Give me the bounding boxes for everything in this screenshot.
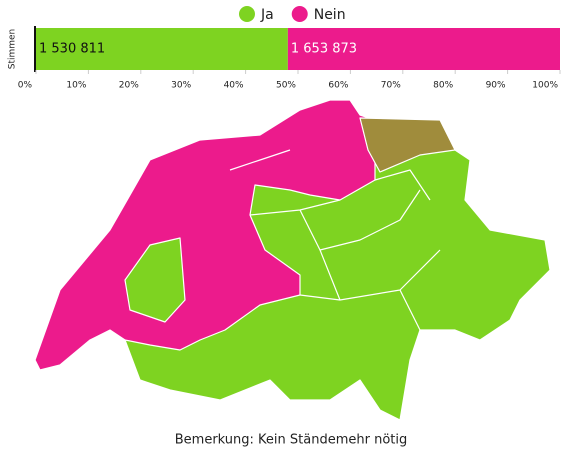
legend-marker	[291, 6, 308, 22]
legend-label: Nein	[314, 7, 346, 23]
bar-segment	[36, 28, 288, 70]
legend-marker	[239, 6, 255, 22]
map-region-ja	[124, 237, 186, 323]
x-tick-label: 50%	[276, 81, 296, 91]
x-tick-label: 0%	[18, 81, 33, 91]
data-label: 1 653 873	[291, 42, 357, 57]
x-tick-label: 80%	[433, 81, 453, 91]
data-label: 1 530 811	[39, 42, 105, 57]
x-tick-label: 70%	[381, 81, 401, 91]
x-tick-label: 10%	[66, 81, 86, 91]
map-region-nein	[34, 99, 376, 371]
map-region-mixed	[359, 117, 456, 173]
note: Bemerkung: Kein Ständemehr nötig	[175, 433, 408, 448]
y-axis-label: Stimmen	[8, 29, 18, 70]
x-tick-label: 20%	[119, 81, 139, 91]
bar-segment	[287, 28, 560, 70]
x-tick-label: 30%	[171, 81, 191, 91]
legend-label: Ja	[260, 7, 274, 23]
map	[34, 99, 551, 421]
x-tick-label: 100%	[532, 81, 558, 91]
x-tick-label: 40%	[224, 81, 244, 91]
canton-border	[229, 149, 441, 331]
x-tick-label: 90%	[486, 81, 506, 91]
x-tick-label: 60%	[328, 81, 348, 91]
